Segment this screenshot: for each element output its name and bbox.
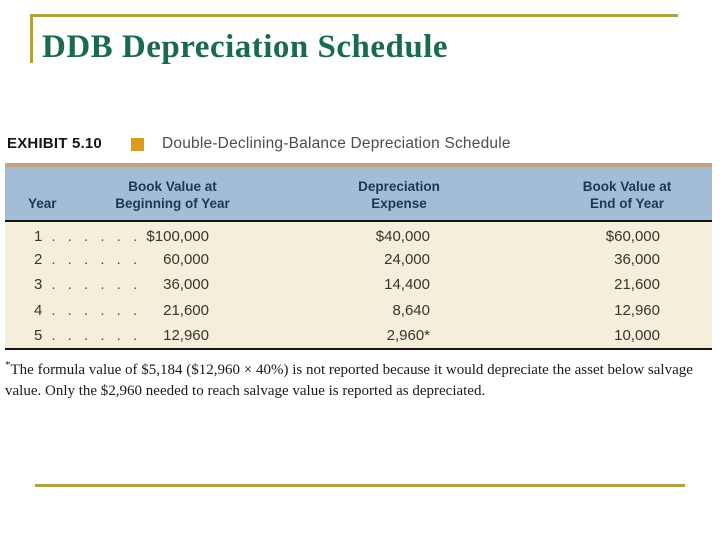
book-value-begin: 60,000 — [163, 250, 209, 268]
book-value-begin: $100,000 — [146, 227, 209, 245]
left-gold-rule — [30, 14, 33, 63]
dot-leader: . . . . . . — [51, 276, 142, 294]
depreciation-table: Year Book Value at Beginning of Year Dep… — [5, 163, 712, 350]
column-header-depreciation-expense: Depreciation Expense — [245, 167, 535, 222]
table-footnote: *The formula value of $5,184 ($12,960 × … — [5, 360, 707, 402]
column-header-book-value-begin: Book Value at Beginning of Year — [100, 167, 245, 222]
book-value-end: $60,000 — [605, 227, 660, 245]
book-value-end: 12,960 — [614, 302, 660, 320]
table-row: 3 . . . . . . 36,000 14,400 21,600 — [5, 272, 712, 298]
book-value-end: 36,000 — [614, 250, 660, 268]
dot-leader: . . . . . . — [51, 250, 142, 268]
year-value: 5 — [34, 327, 43, 345]
depreciation-expense: $40,000 — [375, 227, 430, 245]
table-header: Year Book Value at Beginning of Year Dep… — [5, 167, 712, 222]
page-title: DDB Depreciation Schedule — [42, 29, 449, 65]
year-value: 2 — [34, 250, 43, 268]
column-header-year: Year — [5, 167, 100, 222]
depreciation-expense: 24,000 — [384, 250, 430, 268]
dot-leader: . . . . . . — [51, 227, 142, 245]
year-value: 1 — [34, 227, 43, 245]
exhibit-title: Double-Declining-Balance Depreciation Sc… — [162, 135, 511, 152]
schedule-table: Year Book Value at Beginning of Year Dep… — [5, 167, 712, 350]
table-row: 2 . . . . . . 60,000 24,000 36,000 — [5, 247, 712, 273]
top-gold-rule — [30, 14, 678, 17]
book-value-end: 10,000 — [535, 323, 712, 350]
orange-square-icon — [131, 138, 144, 151]
table-row: 1 . . . . . . $100,000 $40,000 $60,000 — [5, 221, 712, 247]
book-value-begin: 36,000 — [163, 276, 209, 294]
year-value: 3 — [34, 276, 43, 294]
book-value-end: 21,600 — [614, 276, 660, 294]
depreciation-expense: 2,960* — [245, 323, 535, 350]
bottom-gold-rule — [35, 484, 685, 487]
table-top-border — [5, 163, 712, 167]
table-body: 1 . . . . . . $100,000 $40,000 $60,000 2.… — [5, 221, 712, 350]
book-value-begin: 12,960 — [100, 323, 245, 350]
table-row: 5 . . . . . . 12,960 2,960* 10,000 — [5, 323, 712, 350]
depreciation-expense: 8,640 — [392, 302, 430, 320]
exhibit-label: EXHIBIT 5.10 — [7, 135, 102, 152]
column-header-book-value-end: Book Value at End of Year — [535, 167, 712, 222]
exhibit-caption: EXHIBIT 5.10 Double-Declining-Balance De… — [7, 135, 707, 155]
footnote-text: The formula value of $5,184 ($12,960 × 4… — [5, 362, 693, 399]
footnote-asterisk: * — [5, 359, 11, 371]
table-row: 4 . . . . . . 21,600 8,640 12,960 — [5, 298, 712, 324]
book-value-begin: 21,600 — [163, 302, 209, 320]
dot-leader: . . . . . . — [51, 327, 142, 345]
depreciation-expense: 14,400 — [384, 276, 430, 294]
dot-leader: . . . . . . — [51, 302, 142, 320]
year-value: 4 — [34, 302, 43, 320]
